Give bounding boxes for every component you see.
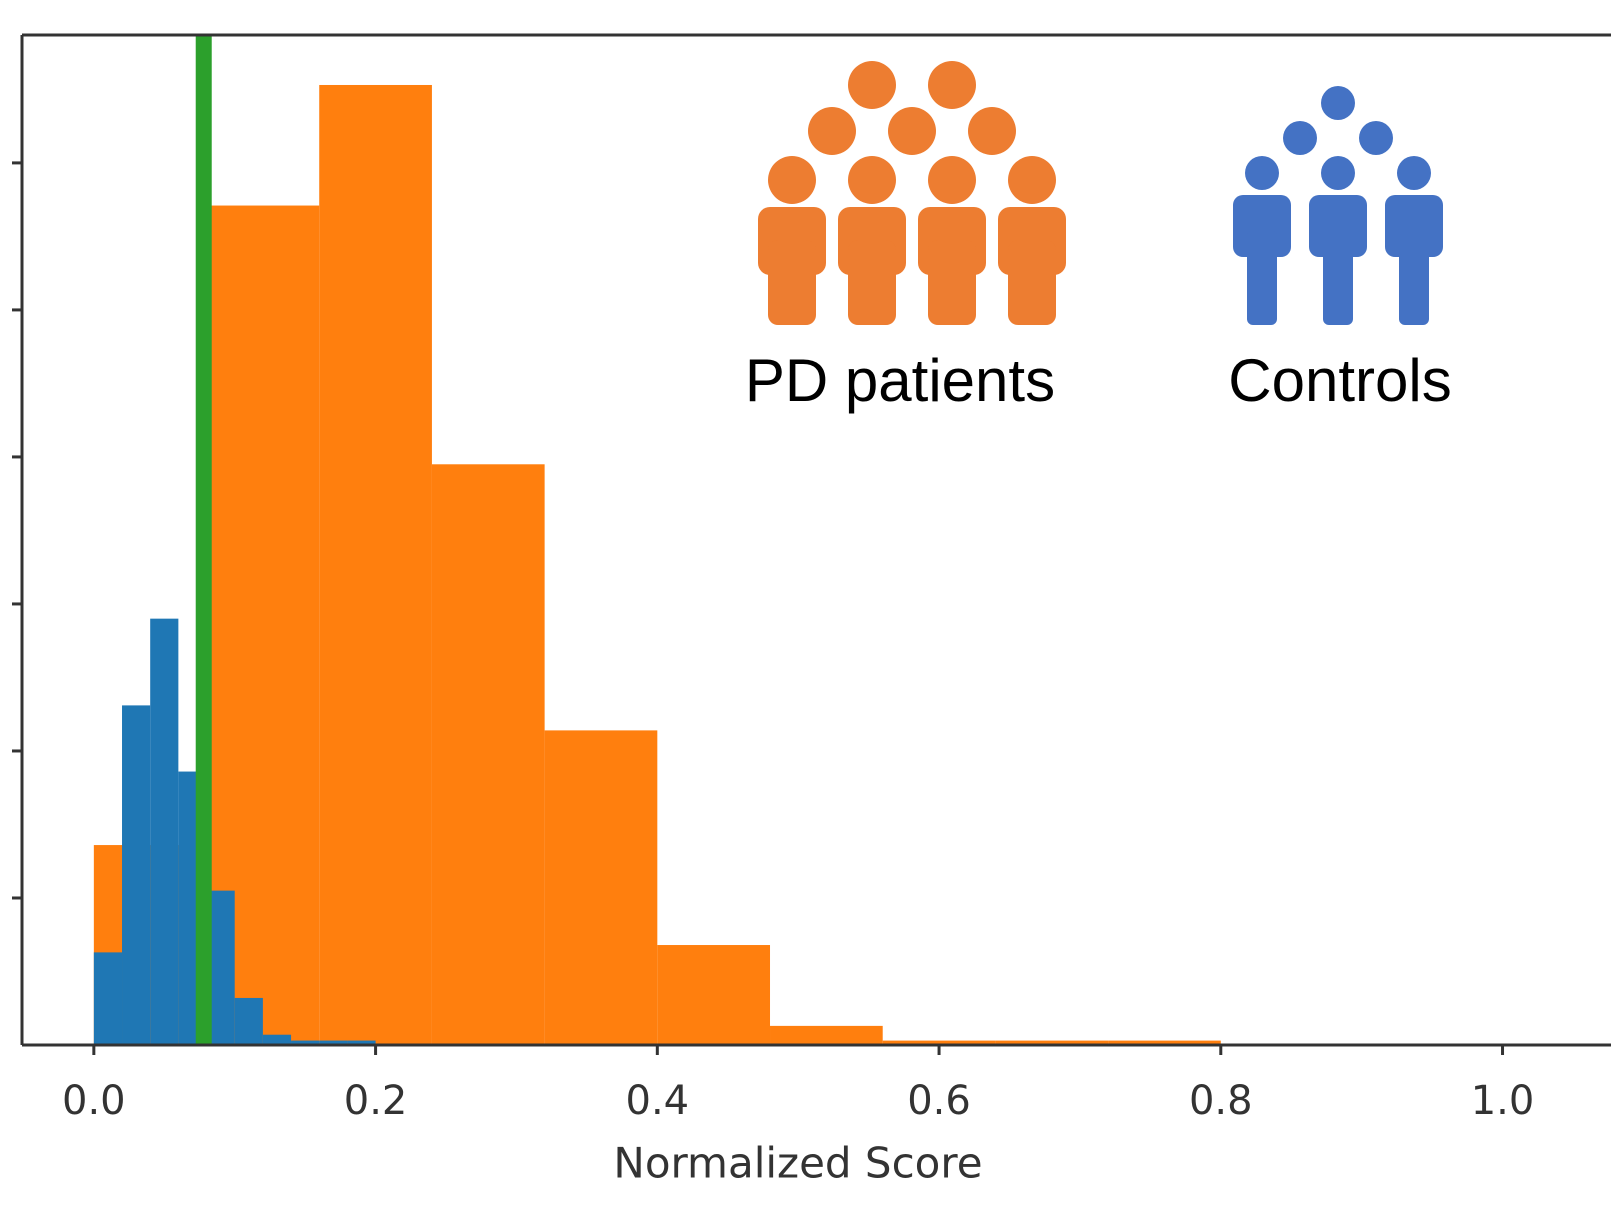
pd-icon [758, 61, 1066, 325]
bar [234, 997, 263, 1045]
bar [882, 1040, 996, 1045]
controls-icon [1233, 86, 1443, 325]
x-axis-label: Normalized Score [613, 1139, 982, 1188]
plot-area: 0.0 0.2 0.4 0.6 0.8 1.0 [12, 33, 1611, 1124]
bar [544, 730, 658, 1045]
bar [319, 84, 432, 1045]
annotation: PD patients [745, 347, 1055, 414]
x-tick-label: 0.6 [907, 1078, 971, 1124]
x-tick-label: 0.0 [62, 1078, 126, 1124]
x-tick-label: 0.8 [1189, 1078, 1253, 1124]
bar [262, 1034, 292, 1045]
bar [770, 1025, 883, 1045]
x-tick-label: 1.0 [1471, 1078, 1535, 1124]
x-tick-label: 0.2 [344, 1078, 408, 1124]
bar [319, 1040, 348, 1045]
annotation: Controls [1228, 347, 1451, 414]
bar [93, 952, 123, 1045]
bar [291, 1040, 320, 1045]
bar [995, 1040, 1109, 1045]
bar [122, 705, 151, 1045]
bar [431, 464, 545, 1045]
bar [1108, 1040, 1221, 1045]
x-tick-label: 0.4 [626, 1078, 690, 1124]
bar [347, 1040, 376, 1045]
bar [657, 945, 771, 1045]
bar [150, 618, 179, 1045]
